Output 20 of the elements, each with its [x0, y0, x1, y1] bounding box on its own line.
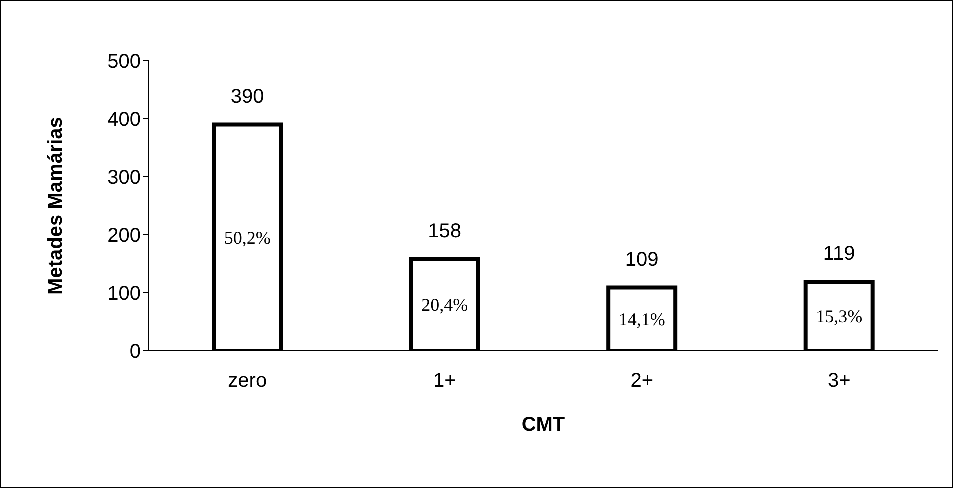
x-tick-label: zero — [228, 370, 268, 392]
x-tick-label: 3+ — [828, 370, 851, 392]
y-tick-label: 400 — [108, 109, 141, 132]
annotation: 14,1% — [618, 309, 666, 330]
y-axis-title: Metades Mamárias — [45, 117, 68, 295]
x-tick-label: 1+ — [433, 370, 456, 392]
annotation: 50,2% — [224, 228, 271, 248]
x-axis-title: CMT — [522, 414, 566, 436]
y-tick-label: 100 — [108, 283, 141, 306]
y-tick-label: 300 — [108, 167, 141, 190]
data-label: 109 — [625, 248, 659, 271]
data-label: 119 — [823, 242, 856, 265]
y-tick-label: 500 — [108, 51, 141, 74]
annotation: 15,3% — [816, 306, 863, 326]
annotation: 20,4% — [422, 295, 468, 316]
y-tick-label: 200 — [108, 225, 141, 248]
data-label: 158 — [428, 220, 462, 242]
x-tick-label: 2+ — [630, 370, 654, 392]
y-tick-label: 0 — [130, 341, 141, 364]
data-label: 390 — [230, 86, 264, 108]
